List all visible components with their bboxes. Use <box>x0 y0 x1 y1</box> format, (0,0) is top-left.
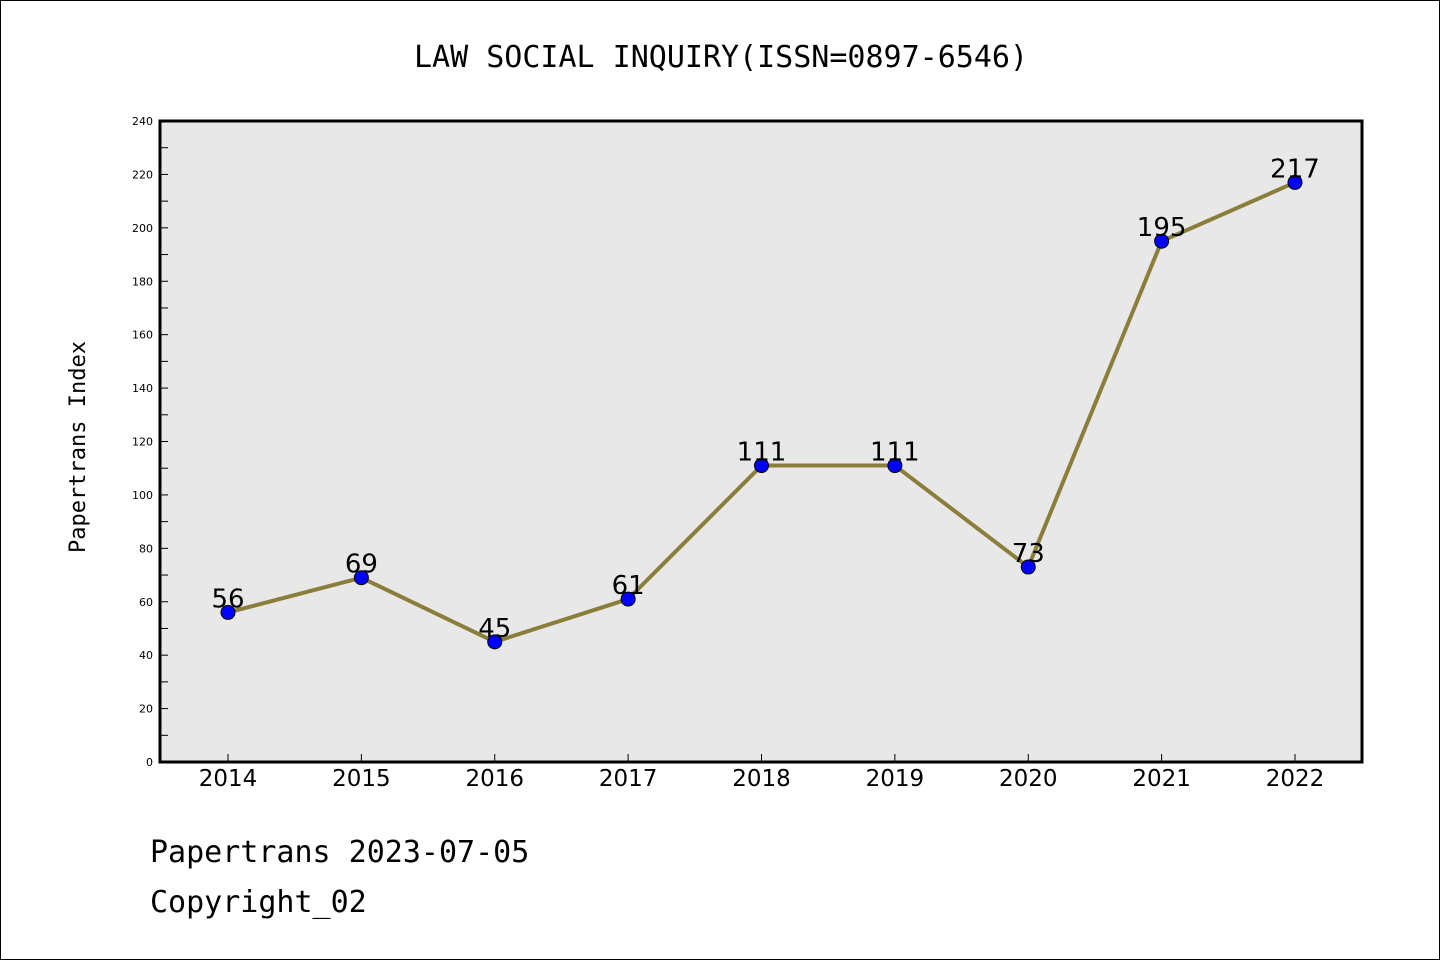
y-tick-label: 60 <box>139 596 153 609</box>
data-labels: 56 69 45 61 111 111 73 195 217 <box>211 154 1319 643</box>
x-tick-label: 2019 <box>866 766 925 792</box>
data-point <box>887 458 903 474</box>
y-tick-label: 140 <box>132 382 153 395</box>
y-tick-label: 220 <box>132 168 153 181</box>
x-tick-label: 2022 <box>1266 766 1325 792</box>
data-label: 61 <box>612 571 645 601</box>
footer-copyright: Copyright_02 <box>150 885 367 920</box>
y-tick-label: 80 <box>139 542 153 555</box>
data-label: 73 <box>1012 539 1045 569</box>
series-markers <box>220 174 1303 650</box>
data-label: 111 <box>737 438 787 468</box>
y-tick-label: 180 <box>132 275 153 288</box>
data-point <box>754 458 769 474</box>
data-label: 45 <box>478 614 511 644</box>
x-tick-label: 2014 <box>199 766 258 792</box>
data-label: 111 <box>870 438 920 468</box>
plot-area <box>160 121 1362 762</box>
plot-border <box>158 119 1364 764</box>
y-tick-label: 100 <box>132 489 153 502</box>
y-tick-label: 40 <box>139 649 153 662</box>
data-label: 56 <box>211 584 244 614</box>
x-tick-label: 2018 <box>732 766 791 792</box>
footer-date: Papertrans 2023-07-05 <box>150 835 530 870</box>
x-tick-label: 2017 <box>599 766 658 792</box>
x-tick-label: 2021 <box>1132 766 1191 792</box>
y-tick-label: 120 <box>132 436 153 449</box>
y-tick-label: 240 <box>132 115 153 128</box>
y-tick-label: 20 <box>139 703 153 716</box>
x-tick-label: 2015 <box>332 766 391 792</box>
y-tick-label: 200 <box>132 222 153 235</box>
data-point <box>487 634 503 650</box>
y-tick-label: 160 <box>132 329 153 342</box>
data-label: 69 <box>345 550 378 580</box>
data-point <box>1154 233 1170 249</box>
data-point <box>620 591 636 607</box>
x-tick-label: 2016 <box>465 766 524 792</box>
chart-title: LAW SOCIAL INQUIRY(ISSN=0897-6546) <box>414 40 1028 75</box>
data-label: 217 <box>1270 154 1320 184</box>
data-point <box>1287 174 1303 190</box>
data-point <box>1020 559 1036 575</box>
y-tick-label: 0 <box>146 756 153 769</box>
data-point <box>353 570 369 586</box>
data-point <box>220 604 236 620</box>
data-label: 195 <box>1137 213 1187 243</box>
x-axis-ticks: 2014 2015 2016 2017 2018 2019 2020 2021 2022 <box>199 754 1325 792</box>
y-axis-label: Papertrans Index <box>66 341 91 553</box>
x-tick-label: 2020 <box>999 766 1058 792</box>
